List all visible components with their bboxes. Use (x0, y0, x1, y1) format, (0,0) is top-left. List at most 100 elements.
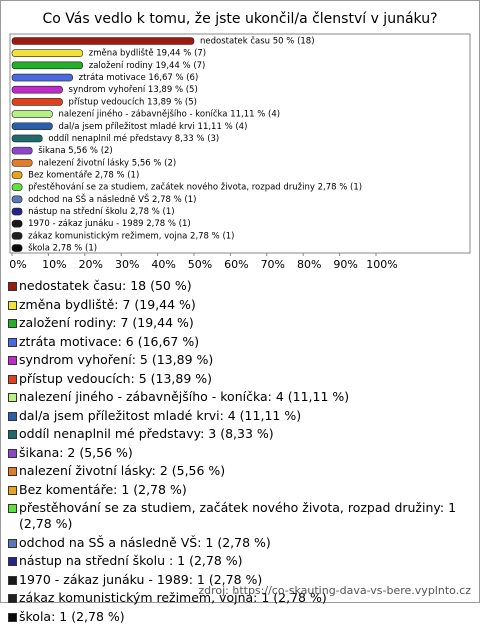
bar (11, 183, 23, 191)
legend-item: škola: 1 (2,78 %) (7, 609, 471, 625)
legend-item: oddíl nenaplnil mé představy: 3 (8,33 %) (7, 426, 471, 442)
legend-swatch (8, 538, 17, 548)
bar-label: nalezení životní lásky 5,56 % (2) (38, 158, 176, 168)
bar (11, 195, 23, 204)
bar (11, 122, 53, 131)
legend-item: nalezení jiného - zábavnějšího - koníčka… (7, 389, 471, 405)
legend: nedostatek času: 18 (50 %) změna bydliště… (7, 278, 471, 627)
legend-label: nedostatek času: 18 (50 %) (19, 278, 192, 293)
bar-label: nedostatek času 50 % (18) (200, 36, 315, 47)
bar-label: nalezení jiného - zábavnějšího - koníčka… (58, 109, 280, 120)
x-tick-label: 50% (188, 258, 212, 271)
legend-item: syndrom vyhoření: 5 (13,89 %) (7, 352, 471, 368)
legend-swatch (8, 282, 17, 291)
legend-swatch (8, 337, 17, 347)
x-tick-label: 40% (151, 258, 175, 271)
bar-label: Bez komentáře 2,78 % (1) (28, 170, 139, 180)
legend-label: dal/a jsem příležitost mladé krvi: 4 (11… (19, 407, 302, 423)
legend-label: ztráta motivace: 6 (16,67 %) (19, 333, 200, 349)
legend-swatch (8, 504, 17, 513)
legend-label: škola: 1 (2,78 %) (19, 608, 125, 624)
legend-swatch (8, 594, 17, 603)
bar (11, 49, 84, 57)
legend-swatch (8, 448, 17, 458)
bar-label: založení rodiny 19,44 % (7) (89, 61, 206, 71)
bar-label: nástup na střední školu 2,78 % (1) (28, 206, 174, 217)
x-tick-label: 0% (9, 258, 26, 271)
bar-label: změna bydliště 19,44 % (7) (89, 48, 206, 59)
bar-label: přístup vedoucích 13,89 % (5) (69, 97, 197, 107)
legend-item: nedostatek času: 18 (50 %) (7, 278, 471, 294)
legend-swatch (8, 485, 17, 495)
bar (11, 134, 43, 143)
legend-label: založení rodiny: 7 (19,44 %) (19, 315, 194, 330)
legend-swatch (8, 612, 17, 622)
source: zdroj: https://co-skauting-dava-vs-bere.… (198, 584, 471, 597)
legend-label: odchod na SŠ a následně VŠ: 1 (2,78 %) (19, 534, 271, 550)
legend-swatch (8, 411, 17, 421)
legend-item: změna bydliště: 7 (19,44 %) (7, 297, 471, 313)
legend-item: 1970 - zákaz junáku - 1989: 1 (2,78 %) (7, 572, 471, 588)
legend-swatch (8, 430, 17, 439)
bar (11, 207, 23, 216)
bar (11, 244, 23, 252)
legend-label: 1970 - zákaz junáku - 1989: 1 (2,78 %) (19, 571, 263, 587)
chart: Co Vás vedlo k tomu, že jste ukončil/a č… (9, 11, 471, 271)
bar (11, 110, 53, 118)
legend-swatch (8, 467, 17, 476)
bar-label: škola 2,78 % (1) (28, 243, 97, 254)
legend-item: nástup na střední školu : 1 (2,78 %) (7, 553, 471, 569)
legend-swatch (8, 300, 17, 310)
legend-item: založení rodiny: 7 (19,44 %) (7, 315, 471, 331)
bar-label: 1970 - zákaz junáku - 1989 2,78 % (1) (28, 219, 191, 229)
bar-label: šikana 5,56 % (2) (38, 145, 113, 156)
bar (11, 146, 33, 155)
legend-label: nalezení životní lásky: 2 (5,56 %) (19, 463, 226, 478)
legend-item: nalezení životní lásky: 2 (5,56 %) (7, 463, 471, 479)
legend-item: šikana: 2 (5,56 %) (7, 445, 471, 461)
bar-label: přestěhování se za studiem, začátek nové… (28, 182, 362, 193)
legend-swatch (8, 393, 17, 402)
legend-label: syndrom vyhoření: 5 (13,89 %) (19, 352, 214, 367)
bar-label: syndrom vyhoření 13,89 % (5) (69, 85, 198, 95)
x-tick-label: 100% (366, 258, 397, 271)
legend-label: nástup na střední školu : 1 (2,78 %) (19, 553, 243, 568)
bar-label: dal/a jsem příležitost mladé krvi 11,11 … (58, 121, 247, 132)
legend-label: změna bydliště: 7 (19,44 %) (19, 296, 196, 312)
x-tick-label: 60% (224, 258, 248, 271)
legend-item: Bez komentáře: 1 (2,78 %) (7, 482, 471, 498)
bar (11, 61, 84, 70)
x-tick-label: 20% (79, 258, 103, 271)
bar (11, 73, 73, 82)
bar-label: odchod na SŠ a následně VŠ 2,78 % (1) (28, 193, 196, 205)
x-tick-label: 70% (261, 258, 285, 271)
bar-label: zákaz komunistickým režimem, vojna 2,78 … (28, 231, 234, 241)
x-tick-label: 10% (42, 258, 66, 271)
bar (11, 37, 195, 45)
legend-item: ztráta motivace: 6 (16,67 %) (7, 334, 471, 350)
bar-label: oddíl nenaplnil mé představy 8,33 % (3) (48, 133, 219, 144)
x-tick-label: 90% (333, 258, 357, 271)
legend-label: šikana: 2 (5,56 %) (19, 444, 133, 460)
legend-label: zákaz komunistickým režimem, vojna: 1 (2… (19, 590, 327, 605)
legend-swatch (8, 575, 17, 585)
legend-item: přístup vedoucích: 5 (13,89 %) (7, 371, 471, 387)
legend-swatch (8, 319, 17, 328)
legend-label: nalezení jiného - zábavnějšího - koníčka… (19, 389, 350, 404)
x-tick-label: 80% (297, 258, 321, 271)
legend-swatch (8, 374, 17, 384)
legend-swatch (8, 356, 17, 365)
plot-frame (9, 33, 471, 254)
bar (11, 85, 63, 94)
bar-label: ztráta motivace 16,67 % (6) (79, 73, 199, 83)
bar (11, 159, 33, 167)
legend-item: přestěhování se za studiem, začátek nové… (7, 500, 471, 532)
bar (11, 219, 23, 228)
legend-label: Bez komentáře: 1 (2,78 %) (19, 481, 187, 497)
chart-title: Co Vás vedlo k tomu, že jste ukončil/a č… (42, 11, 437, 27)
legend-label: přístup vedoucích: 5 (13,89 %) (19, 370, 213, 386)
legend-label: přestěhování se za studiem, začátek nové… (19, 500, 457, 531)
legend-item: odchod na SŠ a následně VŠ: 1 (2,78 %) (7, 535, 471, 551)
bar (11, 98, 63, 106)
